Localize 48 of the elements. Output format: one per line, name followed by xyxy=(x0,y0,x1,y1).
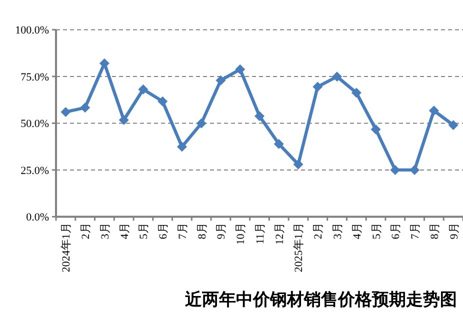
point xyxy=(410,164,420,175)
point xyxy=(254,111,264,122)
y-tick-label: 50.0% xyxy=(20,118,49,130)
point xyxy=(293,159,304,170)
point xyxy=(312,82,323,92)
point xyxy=(60,106,71,117)
x-tick-label: 9月 xyxy=(216,222,228,240)
y-tick-label: 100.0% xyxy=(15,24,49,37)
point xyxy=(235,64,246,74)
x-tick-label: 8月 xyxy=(428,222,441,240)
point xyxy=(196,118,206,128)
x-tick-label: 11月 xyxy=(254,222,266,244)
x-tick-label: 7月 xyxy=(410,222,422,240)
text: 近两年中价钢材销售价格预期走势图 xyxy=(184,290,457,310)
point xyxy=(216,75,226,86)
point xyxy=(428,106,439,116)
x-tick-label: 3月 xyxy=(332,222,344,240)
x-tick-label: 5月 xyxy=(370,222,383,240)
point xyxy=(448,120,458,130)
x-tick-label: 2024年1月 xyxy=(60,222,73,272)
point xyxy=(158,96,168,106)
x-tick-label: 4月 xyxy=(118,222,131,240)
x-tick-label: 8月 xyxy=(196,222,208,240)
point xyxy=(351,88,362,98)
x-tick-label: 2025年1月 xyxy=(293,222,306,272)
x-tick-label: 9月 xyxy=(448,222,460,240)
point xyxy=(390,164,400,175)
point xyxy=(274,138,284,149)
x-tick-label: 5月 xyxy=(138,222,150,240)
point xyxy=(80,102,90,113)
y-tick-label: 25.0% xyxy=(20,164,49,177)
x-tick-label: 10月 xyxy=(235,222,248,245)
y-tick-label: 75.0% xyxy=(20,71,49,84)
x-tick-label: 12月 xyxy=(274,222,286,245)
x-tick-label: 6月 xyxy=(390,222,402,240)
y-tick-label: 0.0% xyxy=(26,212,49,224)
x-tick-label: 4月 xyxy=(351,222,364,240)
x-tick-label: 2月 xyxy=(312,222,325,240)
point xyxy=(176,142,187,152)
point xyxy=(370,124,381,134)
x-tick-label: 2月 xyxy=(80,222,92,240)
point xyxy=(99,58,110,68)
x-tick-label: 7月 xyxy=(176,222,189,240)
x-tick-label: 3月 xyxy=(99,222,112,240)
point xyxy=(118,115,129,126)
point xyxy=(138,84,148,94)
x-tick-label: 6月 xyxy=(158,222,170,240)
point xyxy=(332,72,342,82)
